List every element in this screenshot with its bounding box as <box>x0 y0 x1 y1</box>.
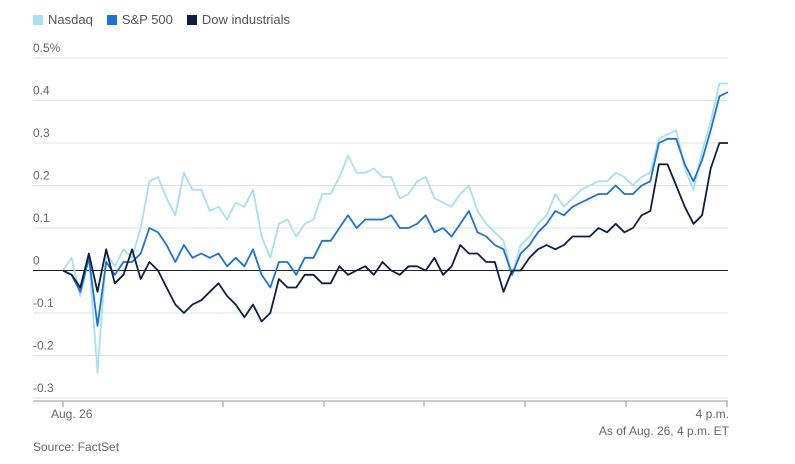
y-tick-label: 0.4 <box>33 84 50 98</box>
legend-item-sp500: S&P 500 <box>106 12 173 27</box>
dow-line <box>62 142 728 323</box>
x-tick-label-start: Aug. 26 <box>51 407 93 421</box>
chart-legend: Nasdaq S&P 500 Dow industrials <box>33 12 290 27</box>
chart-series <box>62 82 729 374</box>
y-tick-label: 0.5% <box>33 41 61 55</box>
legend-label-dow: Dow industrials <box>201 12 291 27</box>
y-axis-labels: 0.5% 0.4 0.3 0.2 0.1 0 -0.1 -0.2 -0.3 <box>33 41 61 395</box>
legend-swatch-dow <box>186 14 197 25</box>
x-tick-label-end: 4 p.m. <box>696 407 729 421</box>
x-axis: Aug. 26 4 p.m. <box>33 400 729 421</box>
source-note: Source: FactSet <box>33 440 120 454</box>
legend-swatch-sp500 <box>106 14 117 25</box>
y-tick-label: -0.3 <box>33 381 54 395</box>
sp500-line <box>62 91 729 327</box>
legend-label-nasdaq: Nasdaq <box>48 12 93 27</box>
legend-swatch-nasdaq <box>33 14 43 25</box>
y-tick-label: 0.3 <box>33 126 50 140</box>
legend-item-dow: Dow industrials <box>186 12 291 27</box>
as-of-note: As of Aug. 26, 4 p.m. ET <box>598 424 729 438</box>
y-tick-label: 0.2 <box>33 169 50 183</box>
chart-gridlines <box>33 57 728 399</box>
y-tick-label: -0.1 <box>33 296 54 310</box>
y-tick-label: -0.2 <box>33 339 54 353</box>
legend-item-nasdaq: Nasdaq <box>33 12 93 27</box>
y-tick-label: 0 <box>33 254 40 268</box>
nasdaq-line <box>62 82 728 374</box>
y-tick-label: 0.1 <box>33 211 50 225</box>
legend-label-sp500: S&P 500 <box>121 12 173 27</box>
